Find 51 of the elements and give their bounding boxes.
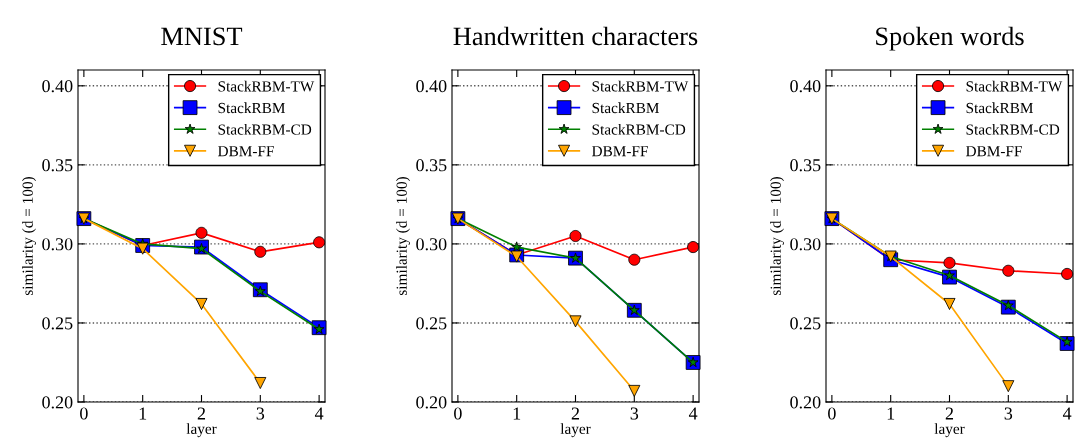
x-tick-label: 0 bbox=[828, 407, 836, 420]
legend-label: StackRBM-TW bbox=[218, 80, 315, 92]
y-tick-label: 0.30 bbox=[42, 238, 73, 251]
legend-label: DBM-FF bbox=[592, 146, 648, 157]
x-tick-label: 1 bbox=[139, 407, 147, 420]
y-tick-label: 0.20 bbox=[790, 396, 821, 409]
y-tick-label: 0.25 bbox=[42, 317, 73, 330]
y-axis-title: similarity (d = 100) bbox=[770, 176, 784, 296]
legend-label: DBM-FF bbox=[966, 146, 1022, 157]
chart-title: Spoken words bbox=[876, 26, 1024, 51]
y-axis-title: similarity (d = 100) bbox=[396, 176, 410, 296]
x-axis-title: layer bbox=[934, 423, 965, 438]
y-tick-label: 0.25 bbox=[790, 317, 821, 330]
x-tick-label: 3 bbox=[630, 407, 639, 420]
x-tick-label: 3 bbox=[256, 407, 265, 420]
chart-title: Handwritten characters bbox=[453, 26, 698, 46]
x-tick-label: 4 bbox=[1062, 407, 1072, 420]
y-tick-label: 0.35 bbox=[42, 159, 73, 172]
y-tick-label: 0.40 bbox=[416, 80, 447, 93]
y-tick-label: 0.25 bbox=[416, 317, 447, 330]
x-axis-title: layer bbox=[560, 423, 591, 438]
y-tick-label: 0.35 bbox=[416, 159, 447, 172]
x-tick-label: 2 bbox=[571, 407, 580, 420]
y-tick-label: 0.40 bbox=[42, 80, 73, 93]
legend-label: StackRBM-CD bbox=[218, 123, 312, 135]
legend-label: StackRBM bbox=[218, 102, 286, 114]
legend-label: StackRBM bbox=[592, 102, 660, 114]
x-tick-label: 2 bbox=[945, 407, 954, 420]
x-tick-label: 1 bbox=[513, 407, 521, 420]
legend-label: StackRBM-CD bbox=[592, 123, 686, 135]
legend-label: StackRBM bbox=[966, 102, 1034, 114]
legend-label: DBM-FF bbox=[218, 146, 274, 157]
x-tick-label: 0 bbox=[454, 407, 462, 420]
y-tick-label: 0.30 bbox=[790, 238, 821, 251]
y-axis-title: similarity (d = 100) bbox=[22, 176, 36, 296]
x-tick-label: 4 bbox=[688, 407, 698, 420]
x-tick-label: 3 bbox=[1004, 407, 1013, 420]
legend-label: StackRBM-TW bbox=[966, 80, 1063, 92]
legend-label: StackRBM-CD bbox=[966, 123, 1060, 135]
x-axis-title: layer bbox=[186, 423, 217, 438]
x-tick-label: 4 bbox=[314, 407, 324, 420]
legend-label: StackRBM-TW bbox=[592, 80, 689, 92]
chart-title: MNIST bbox=[161, 27, 243, 46]
y-tick-label: 0.20 bbox=[42, 396, 73, 409]
y-tick-label: 0.35 bbox=[790, 159, 821, 172]
y-tick-label: 0.20 bbox=[416, 396, 447, 409]
x-tick-label: 0 bbox=[80, 407, 88, 420]
x-tick-label: 2 bbox=[197, 407, 206, 420]
x-tick-label: 1 bbox=[887, 407, 895, 420]
y-tick-label: 0.30 bbox=[416, 238, 447, 251]
y-tick-label: 0.40 bbox=[790, 80, 821, 93]
